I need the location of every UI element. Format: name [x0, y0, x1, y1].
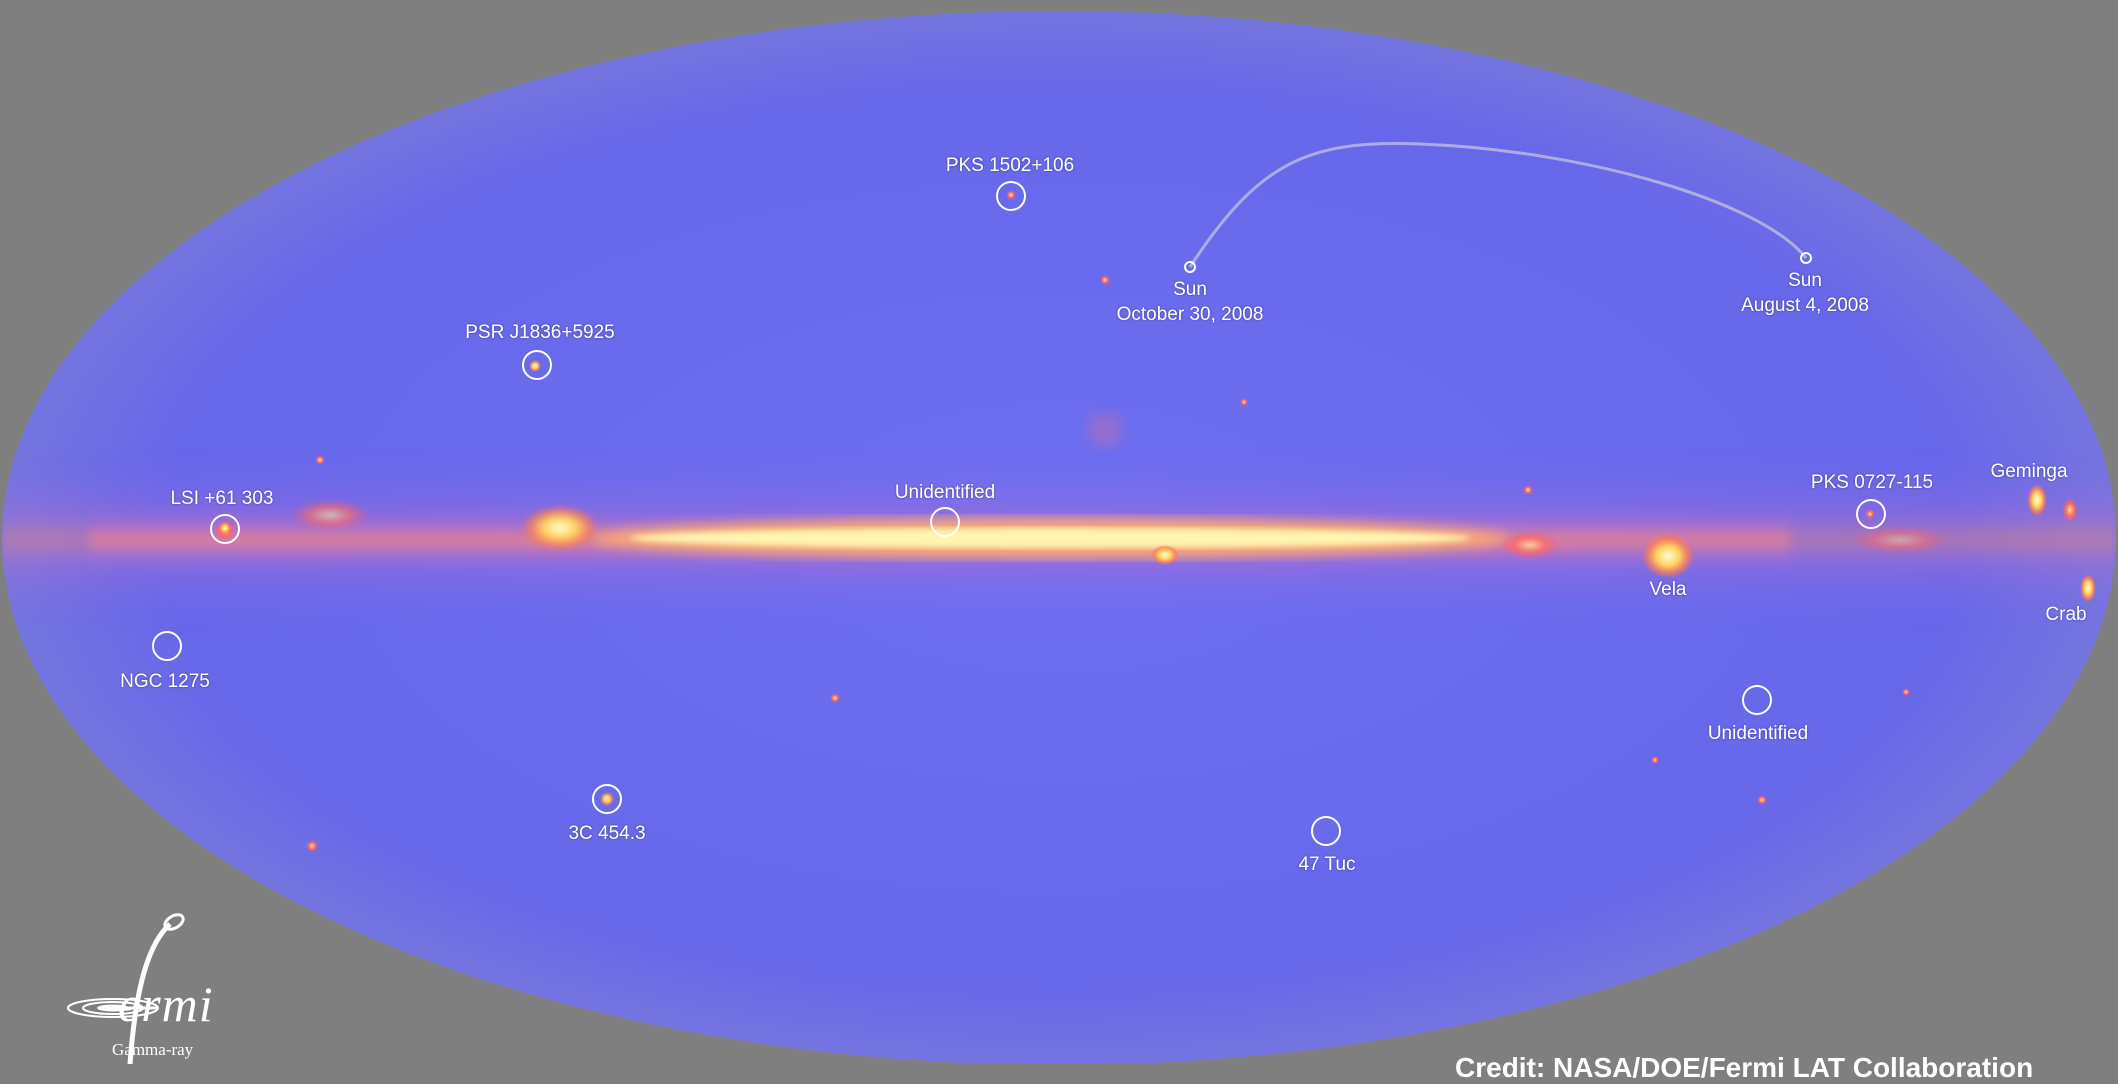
- source-label-psr1836: PSR J1836+5925: [465, 322, 615, 343]
- source-label-unid-center: Unidentified: [894, 482, 996, 503]
- source-ring-lsi61: [210, 514, 240, 544]
- sun-label-october-title: Sun: [1173, 279, 1207, 300]
- sun-label-august-date: August 4, 2008: [1741, 294, 1869, 316]
- fermi-logo-icon: [67, 913, 185, 1064]
- source-label-geminga: Geminga: [1990, 461, 2068, 482]
- fermi-logo-wordmark: ermi: [118, 976, 214, 1032]
- sun-label-october-date: October 30, 2008: [1116, 303, 1264, 325]
- source-label-unid-right: Unidentified: [1707, 723, 1809, 744]
- source-ring-unid-center: [930, 507, 960, 537]
- sun-label-october: Sun October 30, 2008: [1117, 278, 1264, 327]
- source-ring-ngc1275: [152, 631, 182, 661]
- source-ring-psr1836: [522, 350, 552, 380]
- sun-marker-october: [1184, 261, 1196, 273]
- source-label-47tuc: 47 Tuc: [1298, 854, 1356, 875]
- fermi-logo-subtitle: Gamma-ray: [112, 1040, 194, 1059]
- credit-line: Credit: NASA/DOE/Fermi LAT Collaboration: [1455, 1052, 2034, 1083]
- galactic-plane: [2, 190, 2116, 852]
- source-ring-pks0727: [1856, 499, 1886, 529]
- source-ring-3c454: [592, 784, 622, 814]
- sun-marker-august: [1800, 252, 1812, 264]
- sun-label-august: Sun August 4, 2008: [1741, 269, 1869, 318]
- source-label-3c454: 3C 454.3: [568, 823, 646, 844]
- source-ring-pks1502: [996, 181, 1026, 211]
- source-label-pks1502: PKS 1502+106: [945, 155, 1075, 176]
- source-label-crab: Crab: [2045, 604, 2087, 625]
- source-label-ngc1275: NGC 1275: [120, 671, 210, 692]
- source-label-lsi61: LSI +61 303: [170, 488, 274, 509]
- source-label-pks0727: PKS 0727-115: [1810, 472, 1934, 493]
- source-label-vela: Vela: [1649, 579, 1687, 600]
- sun-path-arc: [1188, 142, 1808, 268]
- source-ring-unid-right: [1742, 685, 1772, 715]
- sun-label-august-title: Sun: [1788, 270, 1822, 291]
- source-ring-47tuc: [1311, 816, 1341, 846]
